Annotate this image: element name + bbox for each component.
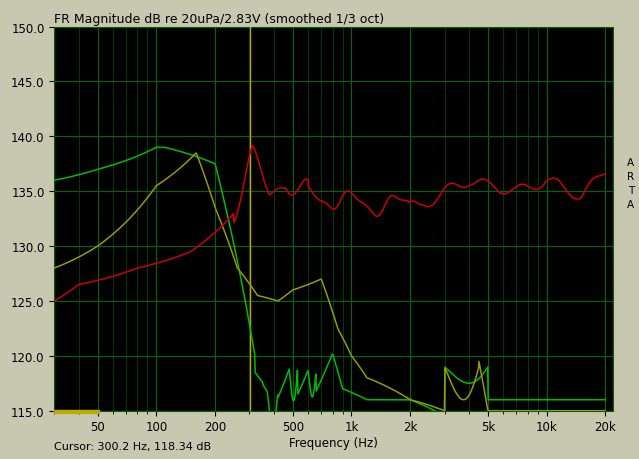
Text: Cursor: 300.2 Hz, 118.34 dB: Cursor: 300.2 Hz, 118.34 dB	[54, 441, 212, 451]
Text: A
R
T
A: A R T A	[627, 157, 635, 210]
X-axis label: Frequency (Hz): Frequency (Hz)	[289, 436, 378, 449]
Text: FR Magnitude dB re 20uPa/2.83V (smoothed 1/3 oct): FR Magnitude dB re 20uPa/2.83V (smoothed…	[54, 13, 385, 26]
